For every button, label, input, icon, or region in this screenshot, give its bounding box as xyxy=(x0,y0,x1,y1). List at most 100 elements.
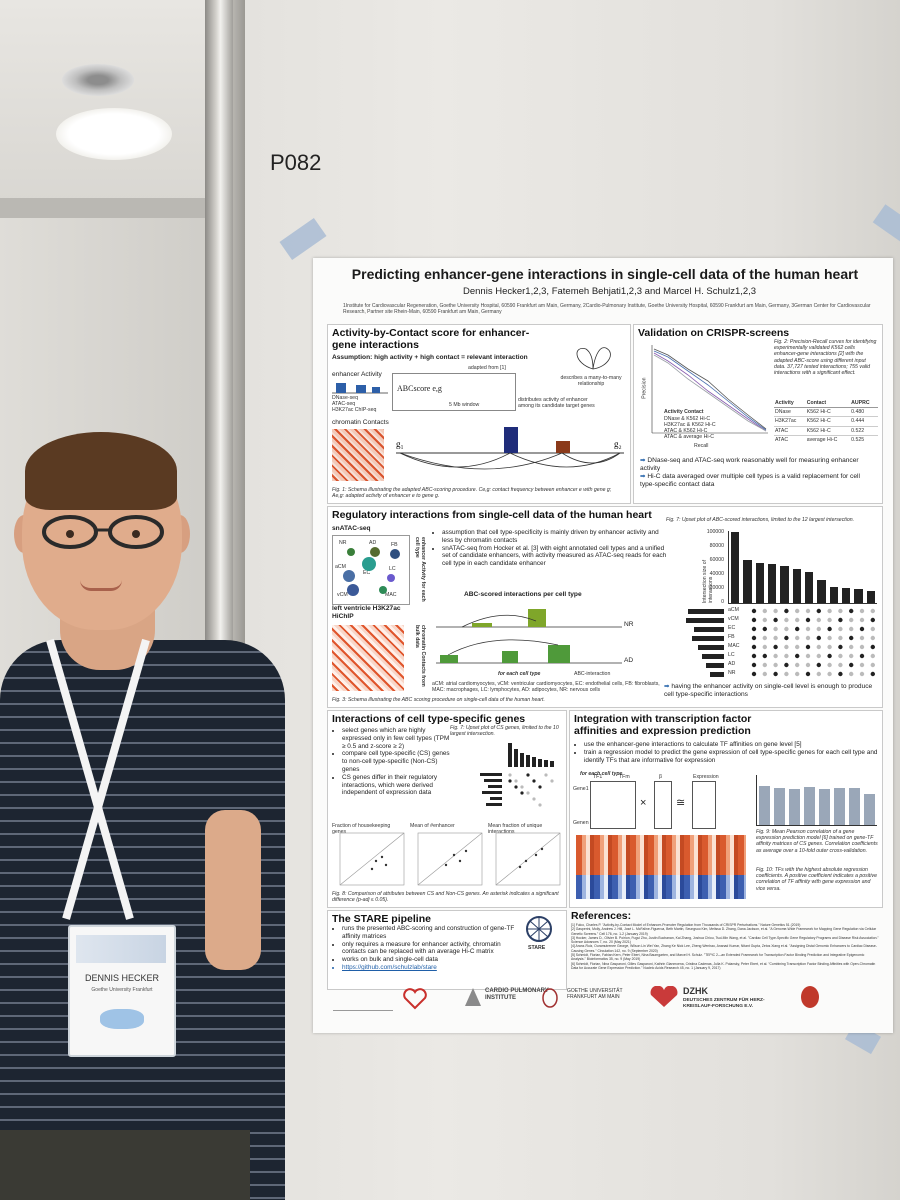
validation-bullet-2-text: Hi-C data averaged over multiple cell ty… xyxy=(640,473,860,488)
upset-row-labels: aCM vCM EC FB MAC LC AD NR xyxy=(728,607,748,681)
cs-bullet-1: select genes which are highly expressed … xyxy=(342,727,454,750)
person-arm xyxy=(205,810,261,970)
upset-dot xyxy=(816,653,821,659)
upset-conclusion: ➡ having the enhancer activity on single… xyxy=(664,683,878,699)
upset-dot xyxy=(870,608,875,614)
badge-name: DENNIS HECKER xyxy=(84,973,159,983)
upset-conclusion-text: having the enhancer activity on single-c… xyxy=(664,683,873,698)
gene1-label: Gene1 xyxy=(573,786,589,792)
th-activity: Activity xyxy=(775,400,794,406)
upset-row-label: AD xyxy=(728,661,736,667)
heart-emblem-icon xyxy=(801,986,819,1008)
expression-label: Expression xyxy=(693,774,719,780)
pearson-bar xyxy=(759,786,770,825)
cs-bullet-2: compare cell type-specific (CS) genes to… xyxy=(342,750,454,773)
upset-dot xyxy=(805,653,811,659)
track-atac: ATAC-seq xyxy=(332,401,356,407)
upset-set-sizes xyxy=(680,607,724,681)
upset-dot xyxy=(762,617,767,623)
cluster-mac: MAC xyxy=(385,592,397,598)
upset-dot xyxy=(859,635,865,641)
cluster-nr: NR xyxy=(339,540,347,546)
upset-dot xyxy=(773,626,778,632)
pearson-bar-chart xyxy=(756,775,877,826)
cell: 0.522 xyxy=(851,427,865,434)
tf1-label: TF1 xyxy=(593,774,603,780)
upset-dot xyxy=(870,671,875,677)
cs-upset-plot xyxy=(480,743,554,807)
upset-dot xyxy=(784,662,789,668)
set-size-bar xyxy=(698,645,724,650)
references-heading: References: xyxy=(571,910,632,922)
dzhk-logo-text: DZHK xyxy=(683,986,708,996)
upset-dot xyxy=(805,608,811,614)
upset-bar xyxy=(842,587,851,603)
set-size-bar xyxy=(692,636,724,641)
poster-affiliations: 1Institute for Cardiovascular Regenerati… xyxy=(343,303,871,315)
for-each-cell-type: for each cell type xyxy=(498,671,541,677)
auprc-table: Activity Contact AUPRC DNase K562 Hi-C 0… xyxy=(774,399,878,444)
upset-dot xyxy=(805,662,811,668)
cell: 0.480 xyxy=(851,409,865,416)
fig9-caption: Fig. 9: Mean Pearson correlation of a ge… xyxy=(756,829,878,854)
abc-formula: ABCscore e,g xyxy=(397,384,442,393)
upset-dot xyxy=(849,617,854,623)
set-size-bar xyxy=(686,618,724,623)
upset-dot xyxy=(751,671,757,677)
poster-title: Predicting enhancer-gene interactions in… xyxy=(351,266,859,282)
ceiling-vent xyxy=(62,64,134,96)
upset-dot xyxy=(870,644,875,650)
beta-vector: β xyxy=(654,774,672,829)
cell: K562 Hi-C xyxy=(806,418,831,425)
abc-section: Activity-by-Contact score for enhancer-g… xyxy=(327,324,631,504)
dzhk-full-text: DEUTSCHES ZENTRUM FÜR HERZ-KREISLAUF-FOR… xyxy=(683,998,765,1009)
upset-dot xyxy=(773,671,778,677)
upset-row-label: MAC xyxy=(728,643,740,649)
upset-dot xyxy=(773,617,778,623)
pearson-bar xyxy=(864,793,875,825)
upset-dot xyxy=(751,617,757,623)
hic-contact-map xyxy=(332,429,384,481)
enhancer-activity-label: enhancer Activity xyxy=(332,371,382,378)
pearson-bar xyxy=(834,787,845,825)
cell-type-abbrev: aCM: atrial cardiomyocytes, vCM: ventric… xyxy=(432,681,660,694)
upset-dot xyxy=(816,671,821,677)
tf-coefficient-heatmap xyxy=(576,835,746,899)
snatac-label: snATAC-seq xyxy=(332,525,371,532)
upset-dot xyxy=(827,608,832,614)
cell: H3K27ac xyxy=(775,418,797,425)
reference-item: [3] Hocker, James D., Olivier B. Poirion… xyxy=(571,935,879,945)
regulatory-bullet-2: snATAC-seq from Hocker et al. [3] with e… xyxy=(442,545,670,568)
cell: 0.525 xyxy=(851,436,865,443)
upset-ytick-1: 100000 xyxy=(706,529,724,535)
upset-dot xyxy=(805,644,811,650)
upset-dot xyxy=(762,608,767,614)
poster-code: P082 xyxy=(270,150,322,175)
upset-dot xyxy=(859,662,865,668)
integration-section: Integration with transcription factor af… xyxy=(569,710,883,908)
pr-legend-2: H3K27ac & K562 Hi-C xyxy=(664,422,716,428)
upset-dot xyxy=(870,653,875,659)
set-size-bar xyxy=(702,654,724,659)
heart-anatomy-icon xyxy=(542,988,558,1008)
upset-dot xyxy=(784,608,789,614)
upset-dot xyxy=(827,671,832,677)
upset-dot xyxy=(838,644,843,650)
stare-github-link[interactable]: https://github.com/schulzlab/stare xyxy=(342,964,522,972)
upset-dot xyxy=(805,635,811,641)
upset-dot xyxy=(773,644,778,650)
upset-dot xyxy=(859,671,865,677)
fig3-caption: Fig. 3: Schema illustrating the ABC scor… xyxy=(332,697,545,703)
set-size-bar xyxy=(694,627,724,632)
upset-dot xyxy=(849,662,854,668)
upset-dot xyxy=(838,635,843,641)
pr-legend-4: ATAC & average Hi-C xyxy=(664,434,714,440)
upset-dot xyxy=(849,653,854,659)
upset-dot xyxy=(795,662,800,668)
cluster-lc: LC xyxy=(389,566,396,572)
badge-affiliation: Goethe University Frankfurt xyxy=(91,987,153,993)
pr-legend-3: ATAC & K562 Hi-C xyxy=(664,428,708,434)
track-h3k27ac: H3K27ac ChIP-seq xyxy=(332,407,377,413)
upset-dot xyxy=(784,644,789,650)
arrow-icon: ➡ xyxy=(640,473,648,480)
